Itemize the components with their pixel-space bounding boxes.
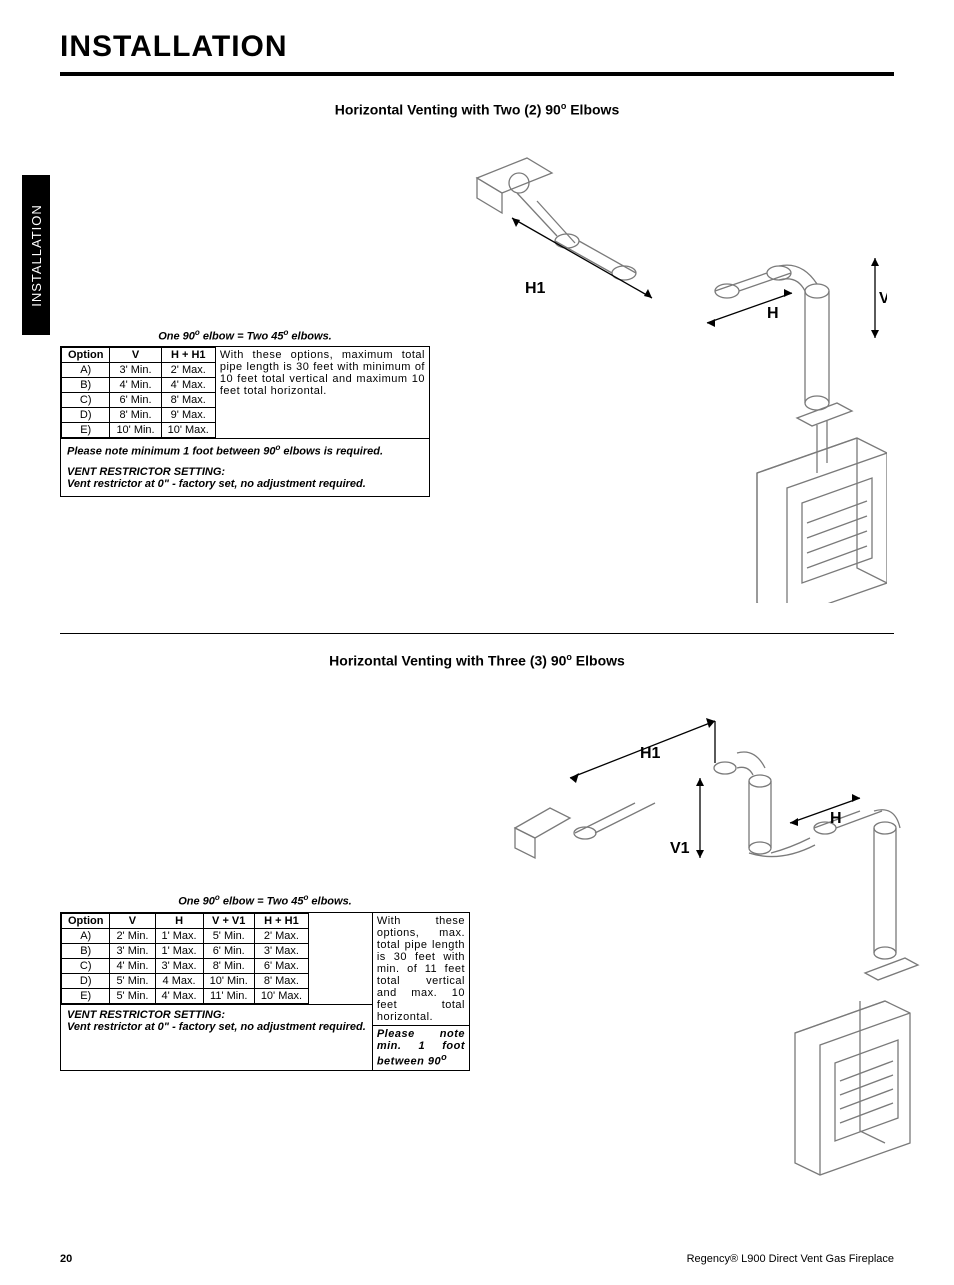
table-row: A)3' Min.2' Max.: [62, 363, 216, 378]
section2-heading: Horizontal Venting with Three (3) 90o El…: [60, 652, 894, 669]
section1-diagram: H1 H V: [457, 143, 887, 603]
table-row: D)8' Min.9' Max.: [62, 408, 216, 423]
label-h1: H1: [640, 745, 661, 762]
section2-vent-heading: VENT RESTRICTOR SETTING:: [67, 1009, 366, 1021]
section2-vent-text: Vent restrictor at 0" - factory set, no …: [67, 1021, 366, 1033]
section2-footnote: Please note min. 1 foot between 90o: [373, 1025, 469, 1070]
section2-table: Option V H V + V1 H + H1 A)2' Min.1' Max…: [61, 913, 309, 1004]
section2-caption: One 90o elbow = Two 45o elbows.: [60, 893, 470, 908]
section1-vent-heading: VENT RESTRICTOR SETTING:: [67, 466, 423, 478]
section1-table: Option V H + H1 A)3' Min.2' Max. B)4' Mi…: [61, 347, 216, 438]
section-divider: [60, 633, 894, 634]
section1-vent-text: Vent restrictor at 0" - factory set, no …: [67, 478, 423, 490]
table-row: Option V H V + V1 H + H1: [62, 913, 309, 928]
side-tab-text: INSTALLATION: [29, 204, 44, 307]
table-row: B)4' Min.4' Max.: [62, 378, 216, 393]
section1-heading: Horizontal Venting with Two (2) 90o Elbo…: [60, 101, 894, 118]
page-footer: 20 Regency® L900 Direct Vent Gas Firepla…: [60, 1253, 894, 1265]
table-row: A)2' Min.1' Max.5' Min.2' Max.: [62, 928, 309, 943]
table-row: E)5' Min.4' Max.11' Min.10' Max.: [62, 988, 309, 1003]
title-rule: [60, 72, 894, 76]
label-v: V: [879, 290, 887, 307]
label-h1: H1: [525, 280, 546, 297]
section2-table-block: Option V H V + V1 H + H1 A)2' Min.1' Max…: [60, 912, 373, 1071]
section1-table-block: Option V H + H1 A)3' Min.2' Max. B)4' Mi…: [60, 346, 430, 497]
page-title: INSTALLATION: [60, 30, 894, 64]
label-h: H: [767, 305, 779, 322]
page-number: 20: [60, 1253, 72, 1265]
table-row: C)6' Min.8' Max.: [62, 393, 216, 408]
section1-footnote: Please note minimum 1 foot between 90o e…: [67, 443, 423, 458]
section2-diagram: H1 V1 H V: [490, 693, 920, 1183]
table-row: E)10' Min.10' Max.: [62, 423, 216, 438]
label-v1: V1: [670, 840, 690, 857]
side-tab: INSTALLATION: [22, 175, 50, 335]
section1-side-note: With these options, maximum total pipe l…: [216, 347, 429, 438]
table-row: D)5' Min.4 Max.10' Min.8' Max.: [62, 973, 309, 988]
footer-product: Regency® L900 Direct Vent Gas Fireplace: [687, 1253, 894, 1265]
label-h: H: [830, 810, 842, 827]
table-row: B)3' Min.1' Max.6' Min.3' Max.: [62, 943, 309, 958]
table-row: C)4' Min.3' Max.8' Min.6' Max.: [62, 958, 309, 973]
table-row: Option V H + H1: [62, 348, 216, 363]
section1-caption: One 90o elbow = Two 45o elbows.: [60, 328, 430, 343]
section2-side-note: With these options, max. total pipe leng…: [373, 913, 469, 1025]
